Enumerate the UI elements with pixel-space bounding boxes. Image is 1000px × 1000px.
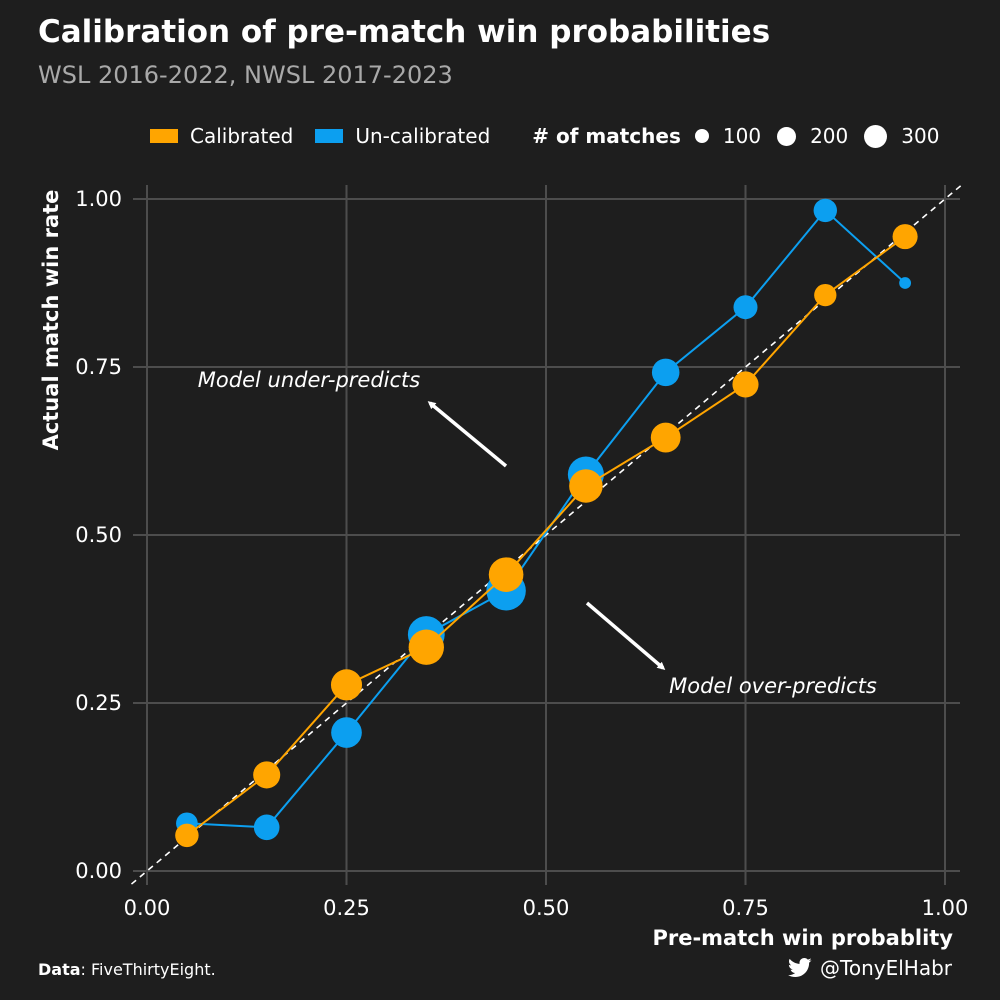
- legend-item-calibrated: Calibrated: [150, 124, 293, 148]
- data-point-uncalibrated: [813, 198, 838, 223]
- data-point-calibrated: [175, 823, 199, 848]
- legend-size-label-300: 300: [901, 124, 940, 148]
- over-predicts-arrow: [585, 601, 666, 670]
- data-point-calibrated: [408, 629, 444, 665]
- y-tick-label: 1.00: [75, 187, 122, 211]
- twitter-bird-icon: [788, 958, 812, 977]
- data-point-calibrated: [253, 761, 281, 789]
- data-point-calibrated: [488, 557, 524, 592]
- data-point-calibrated: [732, 371, 759, 398]
- legend-size-item-200: 200: [777, 124, 848, 148]
- data-point-calibrated: [650, 422, 681, 453]
- handle-text: @TonyElHabr: [820, 956, 952, 980]
- over-predicts-label: Model over-predicts: [669, 674, 877, 698]
- data-point-calibrated: [892, 224, 918, 250]
- reference-line-group: [129, 185, 962, 885]
- data-point-uncalibrated: [253, 814, 280, 841]
- reference-line: [129, 185, 962, 885]
- chart-title: Calibration of pre-match win probabiliti…: [38, 14, 771, 50]
- data-label: Data: [38, 960, 81, 979]
- annotations: Model under-predicts Model over-predicts: [198, 368, 877, 698]
- data-point-calibrated: [814, 283, 837, 307]
- data-source-caption: Data: FiveThirtyEight.: [38, 960, 216, 979]
- x-tick-label: 0.50: [523, 896, 570, 920]
- legend-size-dot-100: [694, 129, 709, 143]
- legend-swatch-calibrated: [150, 129, 178, 143]
- y-tick-label: 0.00: [75, 859, 122, 883]
- series-line-calibrated: [186, 235, 906, 837]
- legend-label-calibrated: Calibrated: [190, 124, 294, 148]
- y-axis-title: Actual match win rate: [39, 190, 63, 451]
- x-tick-label: 0.00: [124, 896, 171, 920]
- chart-subtitle: WSL 2016-2022, NWSL 2017-2023: [38, 61, 453, 89]
- under-predicts-label: Model under-predicts: [198, 368, 420, 392]
- x-tick-label: 0.75: [722, 896, 769, 920]
- series-group: [175, 198, 918, 848]
- data-point-uncalibrated: [899, 277, 912, 289]
- x-axis-title: Pre-match win probablity: [652, 926, 953, 950]
- x-tick-label: 1.00: [922, 896, 969, 920]
- data-source: : FiveThirtyEight.: [80, 960, 216, 979]
- legend-size-label-200: 200: [810, 124, 849, 148]
- data-point-uncalibrated: [733, 295, 758, 320]
- y-tick-label: 0.75: [75, 355, 122, 379]
- axes: Pre-match win probablity Actual match wi…: [39, 187, 968, 950]
- data-point-calibrated: [569, 469, 603, 503]
- legend-size-label-100: 100: [722, 124, 762, 148]
- y-tick-label: 0.50: [75, 523, 122, 547]
- x-tick-label: 0.25: [323, 896, 370, 920]
- legend-size-dot-200: [777, 126, 797, 146]
- legend: Calibrated Un-calibrated # of matches 10…: [150, 122, 955, 150]
- legend-size-item-100: 100: [694, 124, 762, 148]
- under-predicts-arrow: [427, 401, 508, 468]
- legend-swatch-uncalibrated: [315, 129, 344, 143]
- data-point-calibrated: [330, 669, 363, 701]
- legend-item-uncalibrated: Un-calibrated: [315, 124, 490, 148]
- y-tick-label: 0.25: [75, 691, 122, 715]
- twitter-handle: @TonyElHabr: [788, 956, 952, 980]
- legend-size-item-300: 300: [864, 124, 939, 148]
- legend-size-dot-300: [864, 124, 888, 148]
- series-line-uncalibrated: [186, 208, 906, 829]
- legend-size-title: # of matches: [532, 124, 681, 148]
- data-point-uncalibrated: [651, 358, 680, 387]
- data-point-uncalibrated: [331, 717, 362, 748]
- legend-label-uncalibrated: Un-calibrated: [355, 124, 491, 148]
